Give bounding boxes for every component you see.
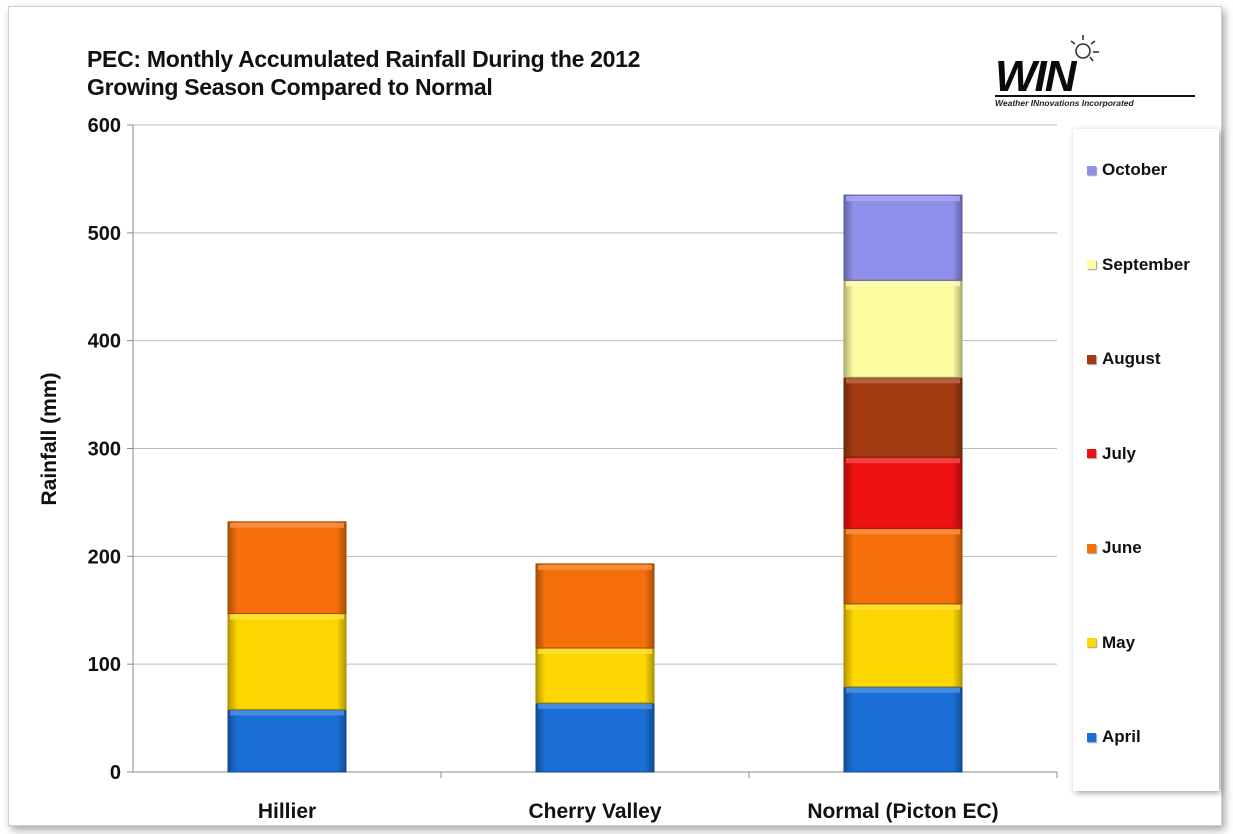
legend-item-june: June — [1087, 537, 1142, 559]
y-tick-label: 0 — [110, 762, 121, 784]
bar-segment-may — [227, 612, 347, 710]
bar-segment-bevel — [538, 648, 652, 654]
legend-swatch — [1087, 449, 1096, 458]
logo-subtitle: Weather INnovations Incorporated — [995, 98, 1134, 108]
legend-label: June — [1102, 538, 1142, 557]
bar-segment-september — [843, 279, 963, 378]
bar-segment-bevel — [538, 564, 652, 570]
y-tick-label: 100 — [88, 654, 121, 676]
bar-segment-bevel — [846, 529, 960, 535]
bar-segment-may — [843, 603, 963, 688]
legend-swatch — [1087, 260, 1096, 269]
bar-segment-june — [535, 563, 655, 649]
x-tick-label: Normal (Picton EC) — [807, 800, 998, 823]
bar-segment-bevel — [538, 703, 652, 709]
legend-item-may: May — [1087, 632, 1135, 654]
legend-label: August — [1102, 349, 1161, 368]
legend-item-july: July — [1087, 443, 1136, 465]
bar-segment-bevel — [846, 378, 960, 384]
y-tick-label: 400 — [88, 331, 121, 353]
bar-segment-october — [843, 194, 963, 281]
legend-label: September — [1102, 254, 1190, 274]
bar-segment-bevel — [846, 604, 960, 610]
y-tick-label: 500 — [88, 223, 121, 245]
legend-label: July — [1102, 443, 1137, 463]
bar-segment-bevel — [846, 281, 960, 287]
bar-segment-april — [843, 686, 963, 773]
bar-segment-bevel — [846, 196, 960, 202]
bar-segment-bevel — [230, 614, 344, 620]
bar-segment-june — [227, 521, 347, 614]
legend-item-september: September — [1087, 254, 1190, 276]
sun-icon — [1070, 35, 1099, 62]
logo-underline — [995, 95, 1195, 97]
bar-segment-bevel — [846, 458, 960, 464]
bar-segment-april — [535, 702, 655, 773]
bar-segment-may — [535, 647, 655, 704]
chart-title: PEC: Monthly Accumulated Rainfall During… — [87, 45, 907, 101]
chart-plot: 0 100 200 300 400 500 600 Hillier Cherry Valley N… — [38, 115, 1058, 823]
bar-segment-august — [843, 376, 963, 458]
chart-frame: PEC: Monthly Accumulated Rainfall During… — [8, 6, 1222, 826]
legend-swatch — [1087, 165, 1096, 175]
y-axis-label: Rainfall (mm) — [38, 372, 61, 505]
legend-swatch — [1087, 543, 1096, 553]
win-logo: WIN Weather INnovations Incorporated — [987, 33, 1202, 109]
chart-title-line-2: Growing Season Compared to Normal — [87, 74, 493, 100]
legend-item-august: August — [1087, 348, 1161, 370]
chart-title-line-1: PEC: Monthly Accumulated Rainfall During… — [87, 46, 641, 72]
legend-swatch — [1087, 354, 1096, 364]
bar-segment-bevel — [846, 687, 960, 693]
bar-segment-july — [843, 456, 963, 529]
bar-segment-bevel — [230, 710, 344, 716]
legend-swatch — [1087, 732, 1096, 742]
legend-label: May — [1102, 632, 1136, 652]
bar-segment-june — [843, 527, 963, 605]
y-tick-label: 200 — [88, 546, 121, 568]
legend-label: April — [1102, 727, 1141, 746]
logo-text: WIN — [995, 52, 1077, 101]
x-tick-label: Cherry Valley — [528, 800, 661, 823]
legend-item-october: October — [1087, 159, 1167, 181]
x-tick-label: Hillier — [258, 800, 316, 823]
y-tick-label: 300 — [88, 439, 121, 461]
legend-label: October — [1102, 160, 1168, 179]
y-tick-label: 600 — [88, 115, 121, 137]
legend-item-april: April — [1087, 726, 1141, 748]
bar-segment-april — [227, 708, 347, 773]
chart-legend: October September August July June May April — [1073, 129, 1219, 791]
legend-swatch — [1087, 638, 1096, 647]
bar-segment-bevel — [230, 522, 344, 528]
